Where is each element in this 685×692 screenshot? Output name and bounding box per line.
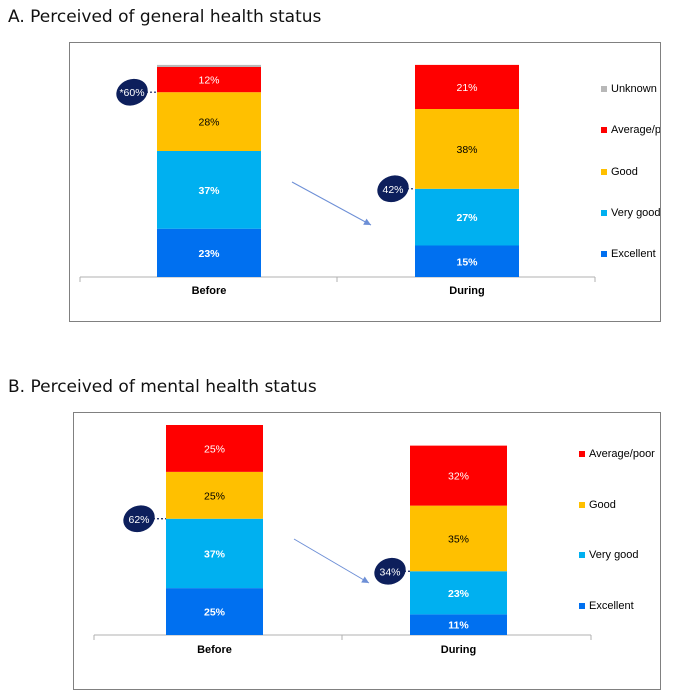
chart-a-label-before-good: 28% <box>198 117 219 129</box>
chart-a-bar-during-excellent <box>415 245 519 277</box>
chart-b-label-during-good: 35% <box>448 533 469 545</box>
chart-a-legend-swatch-excellent <box>601 251 607 257</box>
chart-b-legend-swatch-good <box>579 502 585 508</box>
chart-a-label-during-good: 38% <box>456 144 477 156</box>
chart-b-label-during-excellent: 11% <box>448 620 469 632</box>
chart-a-label-during-very-good: 27% <box>456 212 478 224</box>
chart-a-legend-swatch-good <box>601 169 607 175</box>
chart-a-legend-excellent: Excellent <box>611 248 656 260</box>
chart-a-label-during-average-poor: 21% <box>456 82 477 94</box>
chart-a-legend-swatch-very-good <box>601 210 607 216</box>
chart-a-callout-label-0: *60% <box>119 87 144 99</box>
chart-a: 23% 37% 28% 12% Before 15% 27% 38% 21% During *60%… <box>79 64 660 297</box>
chart-a-bar-during-good <box>415 109 519 189</box>
chart-b-bar-during-average-poor <box>410 445 507 506</box>
chart-a-bar-before-very-good <box>157 151 261 229</box>
chart-a-legend-swatch-average-poor <box>601 127 607 133</box>
chart-b-label-before-very-good: 37% <box>204 548 226 560</box>
chart-b-panel: 25% 37% 25% 25% Before 11% 23% 35% 32% During 62% 3… <box>73 412 661 690</box>
chart-b-trend-arrow <box>293 538 370 584</box>
chart-a-title: A. Perceived of general health status <box>8 7 322 27</box>
chart-b-label-before-excellent: 25% <box>204 607 226 619</box>
chart-b-label-before-good: 25% <box>204 490 225 502</box>
chart-a-label-before-very-good: 37% <box>198 185 220 197</box>
chart-b-legend-swatch-excellent <box>579 603 585 609</box>
chart-a-bar-during-very-good <box>415 188 519 246</box>
chart-b-callout-bubble-1 <box>374 557 406 585</box>
chart-a-label-before-average-poor: 12% <box>198 75 219 87</box>
chart-b-legend-very-good: Very good <box>589 549 639 561</box>
chart-a-panel: 23% 37% 28% 12% Before 15% 27% 38% 21% During *60%… <box>69 42 661 322</box>
chart-b-bar-during-good <box>410 505 507 572</box>
chart-b-bar-before-excellent <box>166 588 263 635</box>
chart-a-legend-unknown: Unknown <box>611 83 657 95</box>
chart-b-category-during: During <box>441 644 476 656</box>
chart-a-label-during-excellent: 15% <box>456 256 478 268</box>
chart-b: 25% 37% 25% 25% Before 11% 23% 35% 32% During 62% 3… <box>93 425 655 656</box>
chart-b-trend-arrow-head <box>361 576 369 583</box>
chart-a-bar-before-excellent <box>157 228 261 277</box>
chart-a-callout-bubble-0 <box>116 78 148 106</box>
chart-b-label-during-average-poor: 32% <box>448 471 469 483</box>
chart-b-bar-during-excellent <box>410 614 507 635</box>
chart-a-category-during: During <box>449 285 484 297</box>
chart-b-label-before-average-poor: 25% <box>204 443 225 455</box>
chart-a-bar-before-average-poor <box>157 67 261 93</box>
chart-b-bar-before-average-poor <box>166 425 263 472</box>
chart-a-legend-average-poor: Average/poor <box>611 124 660 136</box>
chart-b-legend-good: Good <box>589 499 616 511</box>
chart-a-category-before: Before <box>192 285 227 297</box>
chart-a-bar-during-average-poor <box>415 64 519 109</box>
chart-b-bar-before-good <box>166 471 263 519</box>
chart-b-label-during-very-good: 23% <box>448 588 470 600</box>
chart-b-legend-excellent: Excellent <box>589 600 634 612</box>
chart-a-bar-before-unknown <box>157 64 261 67</box>
chart-b-legend-swatch-average-poor <box>579 451 585 457</box>
chart-b-legend-swatch-very-good <box>579 552 585 558</box>
chart-b-callout-label-0: 62% <box>128 514 149 526</box>
chart-b-bar-before-very-good <box>166 518 263 589</box>
chart-a-legend-swatch-unknown <box>601 86 607 92</box>
chart-b-legend-average-poor: Average/poor <box>589 448 655 460</box>
chart-b-category-before: Before <box>197 644 232 656</box>
chart-a-callout-label-1: 42% <box>382 184 403 196</box>
chart-a-trend-arrow <box>291 181 372 226</box>
chart-b-callout-bubble-0 <box>123 505 155 533</box>
chart-b-callout-label-1: 34% <box>379 566 400 578</box>
chart-a-label-before-excellent: 23% <box>198 248 220 260</box>
chart-a-legend-good: Good <box>611 166 638 178</box>
chart-a-trend-arrow-head <box>363 218 371 225</box>
chart-a-bar-before-good <box>157 92 261 151</box>
chart-a-legend-very-good: Very good <box>611 207 660 219</box>
chart-a-callout-bubble-1 <box>377 175 409 203</box>
chart-b-bar-during-very-good <box>410 571 507 615</box>
chart-b-title: B. Perceived of mental health status <box>8 377 317 397</box>
